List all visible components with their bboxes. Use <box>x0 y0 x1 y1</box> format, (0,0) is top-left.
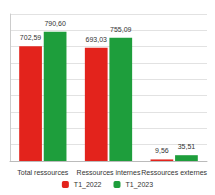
svg-text:Ressources internes: Ressources internes <box>77 169 141 176</box>
svg-text:702,59: 702,59 <box>20 34 42 41</box>
svg-text:790,60: 790,60 <box>44 20 66 27</box>
svg-text:Ressources externes: Ressources externes <box>141 169 207 176</box>
svg-text:T1_2023: T1_2023 <box>126 181 154 189</box>
svg-text:755,09: 755,09 <box>110 26 132 33</box>
svg-text:Total ressources: Total ressources <box>17 169 68 176</box>
svg-text:35,51: 35,51 <box>178 143 196 150</box>
svg-text:9,56: 9,56 <box>155 147 169 154</box>
svg-text:T1_2022: T1_2022 <box>74 181 102 189</box>
svg-text:693,03: 693,03 <box>86 36 108 43</box>
